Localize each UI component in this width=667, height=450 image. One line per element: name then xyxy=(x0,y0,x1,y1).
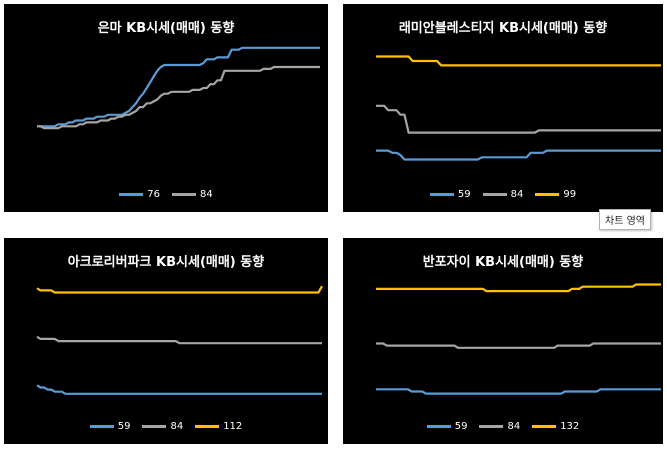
legend-item: 59 xyxy=(429,189,471,200)
legend-swatch xyxy=(426,425,451,428)
chart-title: 반포자이 KB시세(매매) 동향 xyxy=(422,255,584,270)
series-line-59 xyxy=(376,388,661,395)
legend-item: 59 xyxy=(426,421,468,432)
chart-panel-raemian-blesstige[interactable]: 래미안블레스티지 KB시세(매매) 동향 59 84 99 xyxy=(343,4,663,212)
chart-title: 은마 KB시세(매매) 동향 xyxy=(97,21,235,36)
legend-item: 76 xyxy=(119,189,160,200)
legend-item: 99 xyxy=(535,189,576,200)
legend-label: 59 xyxy=(454,421,468,432)
legend-label: 84 xyxy=(510,189,524,200)
legend-swatch xyxy=(89,425,114,428)
legend-swatch xyxy=(535,193,560,196)
legend-swatch xyxy=(429,193,454,196)
chart-plot xyxy=(376,55,661,161)
legend-swatch xyxy=(195,425,220,428)
legend-item: 132 xyxy=(532,421,579,432)
legend-label: 76 xyxy=(147,189,160,200)
series-line-59 xyxy=(376,149,661,161)
legend-label: 99 xyxy=(563,189,577,200)
chart-panel-banpo-xi[interactable]: 반포자이 KB시세(매매) 동향 59 84 132 xyxy=(343,238,663,444)
series-line-84 xyxy=(376,104,661,134)
legend-item: 112 xyxy=(195,421,242,432)
legend-label: 112 xyxy=(223,421,243,432)
chart-area-tooltip: 차트 영역 xyxy=(599,209,651,230)
series-line-76 xyxy=(37,46,320,128)
legend-item: 84 xyxy=(482,189,524,200)
chart-panel-eunma[interactable]: 은마 KB시세(매매) 동향 76 84 xyxy=(4,4,328,212)
legend-swatch xyxy=(142,425,167,428)
legend-label: 84 xyxy=(170,421,184,432)
legend-item: 84 xyxy=(142,421,183,432)
legend-label: 132 xyxy=(560,421,580,432)
legend-label: 84 xyxy=(200,189,213,200)
series-line-112 xyxy=(36,285,323,294)
series-line-84 xyxy=(37,65,320,130)
legend-item: 84 xyxy=(172,189,213,200)
legend-label: 84 xyxy=(507,421,521,432)
legend-swatch xyxy=(172,193,196,196)
chart-panel-acro-river-park[interactable]: 아크로리버파크 KB시세(매매) 동향 59 84 112 xyxy=(4,238,328,444)
legend-swatch xyxy=(482,193,507,196)
legend-item: 84 xyxy=(479,421,520,432)
series-line-84 xyxy=(376,342,661,349)
legend-item: 59 xyxy=(89,421,131,432)
series-line-84 xyxy=(36,335,322,345)
series-line-99 xyxy=(376,55,661,67)
chart-title: 아크로리버파크 KB시세(매매) 동향 xyxy=(67,255,265,270)
series-line-59 xyxy=(36,384,322,395)
legend-swatch xyxy=(532,425,557,428)
chart-plot xyxy=(37,46,320,130)
chart-legend: 76 84 xyxy=(4,189,328,200)
series-line-132 xyxy=(376,283,661,293)
chart-plot xyxy=(36,285,323,395)
chart-plot xyxy=(376,283,661,395)
legend-label: 59 xyxy=(117,421,131,432)
chart-title: 래미안블레스티지 KB시세(매매) 동향 xyxy=(398,21,608,36)
legend-swatch xyxy=(479,425,504,428)
chart-legend: 59 84 99 xyxy=(343,189,663,200)
chart-legend: 59 84 112 xyxy=(4,421,328,432)
legend-label: 59 xyxy=(457,189,471,200)
chart-legend: 59 84 132 xyxy=(343,421,663,432)
legend-swatch xyxy=(119,193,144,196)
